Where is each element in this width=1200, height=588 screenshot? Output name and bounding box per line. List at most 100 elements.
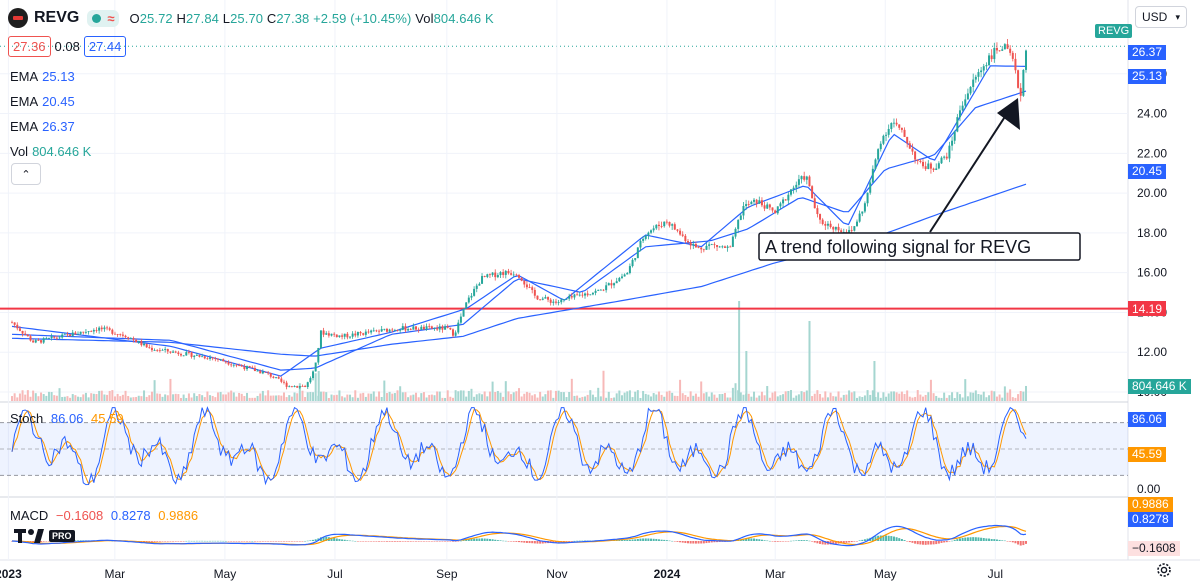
candle-body xyxy=(692,243,695,246)
candle-body xyxy=(106,327,109,329)
volume-bar xyxy=(475,394,478,401)
macd-histogram-bar xyxy=(32,541,35,543)
volume-bar xyxy=(185,397,188,401)
candle-body xyxy=(906,136,909,144)
candle-body xyxy=(665,221,668,223)
macd-histogram-bar xyxy=(166,541,169,542)
market-status[interactable]: ≈ xyxy=(87,9,120,27)
macd-histogram-bar xyxy=(282,541,285,542)
candle-body xyxy=(747,204,750,205)
macd-histogram-bar xyxy=(457,541,460,542)
volume-bar xyxy=(29,396,32,401)
candle-body xyxy=(729,246,732,248)
volume-bar xyxy=(11,396,13,401)
candle-body xyxy=(338,335,341,338)
sell-button[interactable]: 27.36 xyxy=(8,36,51,57)
macd-histogram-bar xyxy=(668,540,671,542)
candle-body xyxy=(726,246,729,248)
volume-bar xyxy=(409,395,412,401)
ema-legend-1[interactable]: EMA 25.13 xyxy=(10,69,75,84)
symbol-name[interactable]: REVG xyxy=(34,9,80,26)
volume-bar xyxy=(613,397,616,401)
volume-bar xyxy=(298,383,301,401)
candle-body xyxy=(219,359,222,360)
macd-histogram-bar xyxy=(958,538,961,541)
volume-bar xyxy=(216,392,219,401)
volume-bar xyxy=(436,391,439,401)
candle-body xyxy=(980,70,983,73)
ema-legend-2[interactable]: EMA 20.45 xyxy=(10,94,75,109)
candle-body xyxy=(66,333,69,335)
volume-bar xyxy=(301,390,304,401)
candle-body xyxy=(11,322,13,324)
volume-bar xyxy=(50,392,53,401)
macd-histogram-bar xyxy=(195,540,198,542)
macd-histogram-bar xyxy=(150,541,153,542)
collapse-legend-button[interactable]: ⌃ xyxy=(11,163,41,185)
volume-bar xyxy=(900,391,903,401)
currency-select[interactable]: USD ▾ xyxy=(1135,6,1187,28)
volume-bar xyxy=(974,390,977,401)
candle-body xyxy=(721,246,724,248)
macd-histogram-bar xyxy=(306,540,309,542)
volume-bar xyxy=(129,397,132,401)
macd-histogram-bar xyxy=(974,537,977,541)
macd-histogram-bar xyxy=(647,538,650,541)
candle-body xyxy=(639,240,642,248)
ema-legend-3[interactable]: EMA 26.37 xyxy=(10,119,75,134)
settings-gear-icon[interactable] xyxy=(1154,560,1174,580)
volume-bar xyxy=(863,395,866,401)
candle-body xyxy=(586,293,589,296)
macd-histogram-bar xyxy=(966,537,969,541)
volume-bar xyxy=(681,393,684,401)
macd-histogram-bar xyxy=(372,541,375,542)
volume-bar xyxy=(771,392,774,401)
macd-histogram-bar xyxy=(834,541,837,544)
volume-bar xyxy=(644,393,647,401)
macd-histogram-bar xyxy=(642,538,645,541)
volume-bar xyxy=(969,392,972,401)
macd-histogram-bar xyxy=(541,541,544,544)
volume-bar xyxy=(628,390,631,401)
volume-bar xyxy=(840,397,843,401)
macd-histogram-bar xyxy=(420,541,423,542)
macd-histogram-bar xyxy=(203,540,206,542)
volume-bar xyxy=(605,397,608,401)
candle-body xyxy=(1011,52,1014,59)
volume-bar xyxy=(940,397,943,401)
candle-body xyxy=(634,258,637,260)
volume-bar xyxy=(652,393,655,401)
buy-button[interactable]: 27.44 xyxy=(83,36,127,57)
macd-histogram-bar xyxy=(937,541,940,544)
volume-bar xyxy=(623,392,626,401)
price-label-stoch-d: 45.59 xyxy=(1128,446,1167,462)
volume-spike xyxy=(808,321,811,401)
volume-bar xyxy=(378,391,381,401)
volume-bar xyxy=(55,395,58,401)
candle-body xyxy=(412,326,415,330)
candle-body xyxy=(602,289,605,291)
stoch-legend[interactable]: Stoch 86.06 45.59 xyxy=(10,411,124,426)
volume-bar xyxy=(689,391,692,401)
macd-histogram-bar xyxy=(620,540,623,541)
brand-logo-icon xyxy=(14,529,46,543)
candle-body xyxy=(201,356,204,358)
candle-body xyxy=(710,244,713,246)
candle-body xyxy=(198,354,201,357)
candle-body xyxy=(821,219,824,224)
macd-histogram-bar xyxy=(951,540,954,542)
candle-body xyxy=(275,377,278,378)
candle-body xyxy=(34,340,37,343)
candle-body xyxy=(631,259,634,267)
candle-body xyxy=(774,210,777,214)
macd-legend[interactable]: MACD −0.1608 0.8278 0.9886 xyxy=(10,508,199,523)
volume-legend[interactable]: Vol 804.646 K xyxy=(10,144,92,159)
volume-bar xyxy=(494,391,497,401)
candle-body xyxy=(40,340,43,343)
candle-body xyxy=(663,221,666,227)
annotation[interactable]: A trend following signal for REVG xyxy=(758,98,1081,261)
price-label-macd: 0.8278 xyxy=(1128,511,1173,527)
macd-histogram-bar xyxy=(848,541,851,543)
volume-bar xyxy=(726,397,729,401)
